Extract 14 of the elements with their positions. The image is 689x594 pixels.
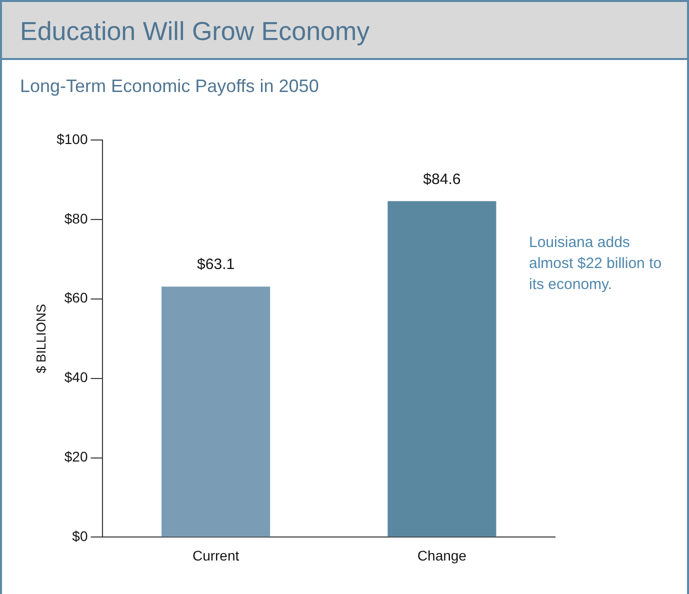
y-tick-label: $60 [64, 290, 88, 306]
chart-subtitle: Long-Term Economic Payoffs in 2050 [20, 76, 319, 97]
y-tick-label: $0 [72, 528, 88, 544]
y-tick-label: $100 [56, 130, 88, 147]
y-tick-label: $80 [64, 210, 88, 226]
x-tick-label: Current [192, 547, 240, 564]
y-tick-label: $40 [64, 369, 88, 386]
annotation: Louisiana adds almost $22 billion to its economy. [529, 233, 663, 295]
y-tick-label: $20 [64, 448, 88, 465]
data-label: $63.1 [197, 256, 235, 274]
x-tick-label: Change [417, 547, 467, 564]
data-label: $84.6 [423, 170, 461, 188]
chart-title: Education Will Grow Economy [20, 16, 370, 47]
y-axis-title: $ BILLIONS [33, 304, 48, 374]
